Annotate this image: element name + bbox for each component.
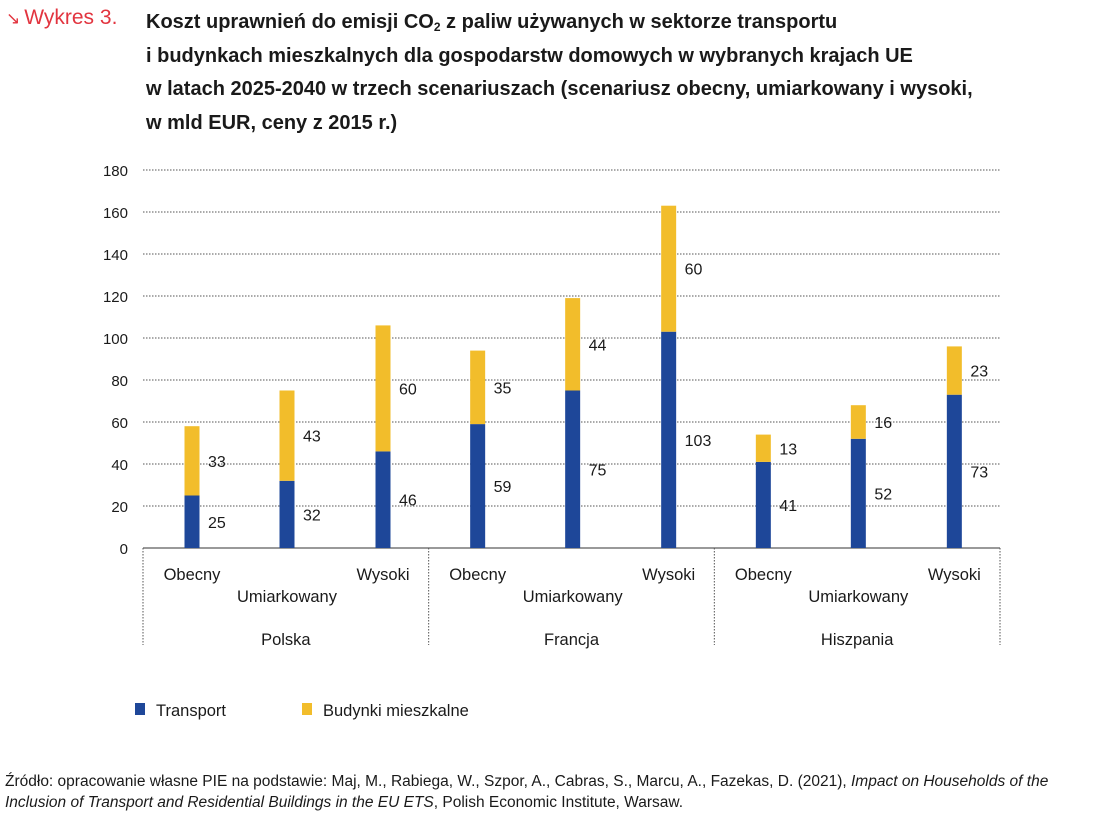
scenario-label: Obecny [735, 566, 793, 584]
y-tick-label: 0 [120, 541, 128, 558]
group-label: Francja [544, 631, 600, 649]
source-note: Źródło: opracowanie własne PIE na podsta… [5, 773, 1049, 811]
group-label: Polska [261, 631, 311, 649]
data-label-budynki: 60 [685, 262, 703, 279]
scenario-label: Umiarkowany [523, 588, 624, 606]
y-tick-label: 140 [103, 247, 128, 264]
title-line-3: w latach 2025-2040 w trzech scenariuszac… [146, 78, 973, 100]
data-label-transport: 32 [303, 507, 321, 524]
data-label-budynki: 13 [779, 441, 797, 458]
scenario-label: Umiarkowany [808, 588, 909, 606]
title-line-2: i budynkach mieszkalnych dla gospodarstw… [146, 44, 913, 67]
scenario-label: Wysoki [642, 566, 695, 584]
data-label-transport: 59 [494, 479, 512, 496]
bar-budynki [375, 325, 391, 452]
bar-transport [375, 451, 391, 548]
figure-label-text: Wykres 3. [24, 6, 118, 29]
data-label-transport: 75 [589, 462, 607, 479]
figure-label: ↘ Wykres 3. [6, 6, 117, 30]
data-label-budynki: 43 [303, 429, 321, 446]
chart-title: Koszt uprawnień do emisji CO2 z paliw uż… [146, 6, 1106, 140]
bar-budynki [850, 405, 866, 439]
data-label-budynki: 60 [399, 381, 417, 398]
bar-budynki [755, 434, 771, 462]
data-label-budynki: 16 [874, 415, 892, 432]
y-tick-label: 180 [103, 163, 128, 180]
bar-transport [755, 461, 771, 548]
stacked-bar-chart: 0 20 40 60 80 100 120 140 160 180 25 33 Obecny 32 43 Um… [103, 163, 1001, 720]
legend-label: Transport [156, 702, 226, 720]
bar-transport [184, 495, 200, 548]
scenario-label: Obecny [164, 566, 222, 584]
bar-transport [946, 394, 962, 548]
y-tick-label: 40 [111, 457, 128, 474]
y-tick-label: 120 [103, 289, 128, 306]
scenario-label: Obecny [449, 566, 507, 584]
data-label-budynki: 23 [970, 364, 988, 381]
scenario-label: Wysoki [356, 566, 409, 584]
y-tick-label: 20 [111, 499, 128, 516]
data-label-transport: 46 [399, 493, 417, 510]
title-line-1: Koszt uprawnień do emisji CO2 z paliw uż… [146, 11, 838, 34]
title-line-4: w mld EUR, ceny z 2015 r.) [146, 111, 398, 134]
legend-swatch [135, 703, 145, 715]
bar-transport [279, 480, 295, 548]
data-label-budynki: 33 [208, 454, 226, 471]
data-label-transport: 25 [208, 515, 226, 532]
bar-budynki [565, 298, 581, 391]
scenario-label: Wysoki [928, 566, 981, 584]
scenario-label: Umiarkowany [237, 588, 338, 606]
bar-budynki [946, 346, 962, 395]
bar-budynki [184, 426, 200, 496]
y-tick-label: 60 [111, 415, 128, 432]
bar-budynki [661, 205, 677, 332]
bar-transport [661, 331, 677, 548]
data-label-transport: 73 [970, 464, 988, 481]
data-label-transport: 52 [874, 486, 892, 503]
arrow-down-right-icon: ↘ [6, 9, 21, 28]
bar-transport [470, 424, 486, 548]
data-label-transport: 103 [685, 433, 712, 450]
y-tick-label: 100 [103, 331, 128, 348]
bar-budynki [279, 390, 295, 481]
bar-budynki [470, 350, 486, 425]
y-tick-label: 160 [103, 205, 128, 222]
data-label-budynki: 44 [589, 337, 607, 354]
legend-swatch [302, 703, 312, 715]
data-label-budynki: 35 [494, 380, 512, 397]
group-label: Hiszpania [821, 631, 894, 649]
legend-label: Budynki mieszkalne [323, 702, 469, 720]
bar-transport [565, 390, 581, 548]
y-tick-label: 80 [111, 373, 128, 390]
data-label-transport: 41 [779, 498, 797, 515]
bar-transport [850, 438, 866, 548]
